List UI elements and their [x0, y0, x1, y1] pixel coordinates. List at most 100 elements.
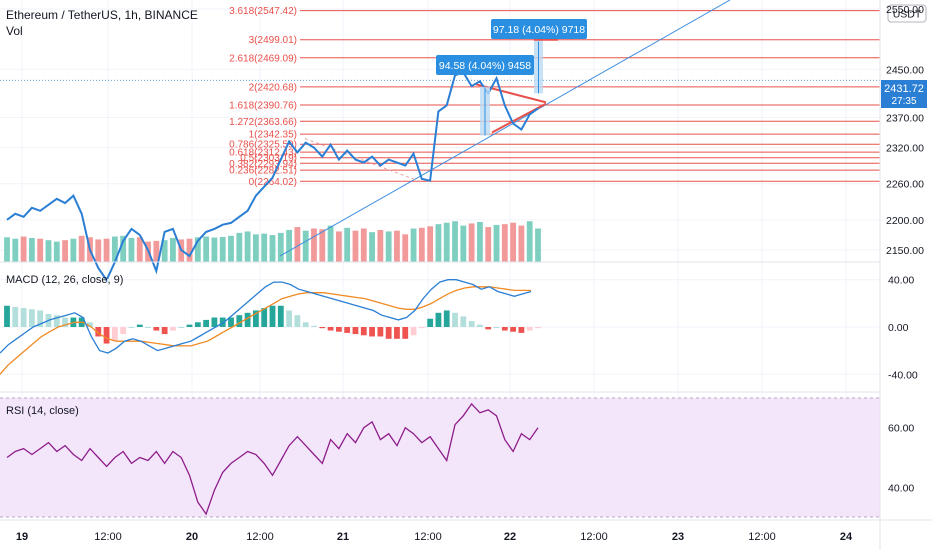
- macd-histogram-bar: [203, 319, 210, 327]
- macd-histogram-bar: [410, 327, 417, 336]
- macd-histogram-bar: [186, 324, 193, 327]
- volume-bar: [236, 232, 243, 262]
- macd-histogram-bar: [244, 312, 251, 327]
- macd-axis-tick: 0.00: [888, 322, 909, 334]
- macd-histogram-bar: [311, 325, 317, 327]
- measure-box-text: 97.18 (4.04%) 9718: [493, 24, 585, 36]
- macd-histogram-bar: [460, 316, 467, 327]
- macd-histogram-bar: [335, 327, 342, 332]
- price-axis-tick: 2320.00: [886, 143, 924, 155]
- macd-histogram-bar: [302, 322, 309, 327]
- volume-bars: [4, 221, 541, 262]
- macd-histogram-bar: [427, 318, 434, 327]
- macd-histogram-bar: [120, 327, 127, 335]
- macd-pane[interactable]: 40.00 0.00 -40.00: [0, 275, 918, 382]
- rsi-axis-tick: 60.00: [888, 423, 914, 435]
- volume-bar: [510, 222, 517, 262]
- volume-bar: [136, 237, 143, 262]
- price-axis-tick: 2260.00: [886, 179, 924, 191]
- volume-bar: [452, 221, 458, 262]
- volume-bar: [12, 238, 19, 262]
- macd-histogram-bar: [170, 327, 176, 331]
- volume-bar: [228, 235, 234, 262]
- volume-bar: [493, 224, 500, 262]
- volume-bar: [344, 227, 351, 262]
- currency-badge[interactable]: [887, 4, 927, 23]
- volume-label: Vol: [6, 24, 23, 38]
- fib-anchor-line[interactable]: [304, 138, 419, 182]
- volume-bar: [327, 225, 334, 262]
- volume-bar: [402, 234, 409, 262]
- fib-level-label: 2(2420.68): [249, 82, 297, 93]
- time-axis-label: 12:00: [94, 531, 122, 543]
- macd-histogram-bar: [12, 306, 19, 327]
- time-axis-label: 24: [840, 531, 853, 543]
- volume-bar: [70, 238, 77, 262]
- price-axis-tick: 2370.00: [886, 112, 924, 124]
- current-price-tag: [881, 80, 927, 108]
- fib-level-label: 0.618(2312.43): [229, 148, 297, 159]
- fib-level-label: 1.618(2390.76): [229, 100, 297, 111]
- volume-bar: [261, 233, 268, 262]
- volume-bar: [294, 227, 301, 262]
- volume-bar: [427, 226, 434, 262]
- fib-level-label: 3(2499.01): [249, 35, 297, 46]
- macd-signal-line[interactable]: [0, 286, 531, 375]
- volume-bar: [377, 229, 384, 262]
- fib-level-label: 0.236(2282.51): [229, 166, 297, 177]
- volume-bar: [128, 237, 135, 262]
- volume-bar: [219, 236, 226, 262]
- macd-histogram-bar: [178, 327, 185, 328]
- current-price-text: 2431.72: [884, 83, 924, 95]
- macd-histogram-bar: [385, 327, 392, 339]
- macd-histogram-bar: [435, 312, 442, 327]
- macd-histogram-bar: [286, 310, 292, 327]
- volume-bar: [28, 237, 35, 262]
- volume-bar: [468, 223, 475, 262]
- trendline-ascending[interactable]: [279, 0, 731, 257]
- volume-bar: [103, 238, 110, 262]
- price-axis-tick: 2150.00: [886, 245, 924, 257]
- fib-level-label: 1.272(2363.66): [229, 117, 297, 128]
- fib-level-label: 0.786(2325.59): [229, 140, 297, 151]
- price-axis-tick: 2200.00: [886, 215, 924, 227]
- fibonacci-levels[interactable]: 3.618(2547.42) 3(2499.01) 2.618(2469.09) 2(…: [229, 6, 880, 188]
- volume-bar: [161, 240, 168, 262]
- macd-histogram-bar: [360, 327, 367, 336]
- measure-box[interactable]: [491, 19, 587, 39]
- macd-histogram-bar: [253, 310, 259, 327]
- volume-bar: [460, 225, 467, 262]
- time-axis-label: 22: [504, 531, 516, 543]
- volume-bar: [369, 232, 375, 262]
- volume-bar: [95, 239, 102, 262]
- volume-bar: [253, 234, 259, 262]
- rsi-line[interactable]: [6, 402, 539, 516]
- macd-axis-tick: -40.00: [888, 369, 918, 381]
- time-axis-label: 12:00: [580, 531, 608, 543]
- macd-histogram-bar: [501, 327, 508, 331]
- measure-tools[interactable]: 97.18 (4.04%) 9718 94.58 (4.04%) 9458: [436, 19, 587, 136]
- macd-histogram-bar: [402, 327, 409, 339]
- macd-histogram-bar: [510, 327, 517, 332]
- volume-bar: [335, 231, 342, 262]
- volume-bar: [153, 240, 160, 262]
- volume-bar: [170, 237, 176, 262]
- macd-histogram-bar: [161, 327, 168, 335]
- macd-line[interactable]: [0, 279, 532, 354]
- volume-bar: [203, 236, 210, 262]
- price-axis[interactable]: 2550.00 2450.00 2370.00 2320.00 2260.00 2200.…: [886, 4, 924, 257]
- macd-histogram-bar: [394, 327, 400, 339]
- measure-box[interactable]: [436, 55, 534, 75]
- currency-badge-text: USDT: [893, 9, 922, 21]
- rsi-pane[interactable]: 60.00 40.00: [0, 397, 914, 518]
- volume-bar: [501, 224, 508, 262]
- volume-bar: [518, 225, 525, 262]
- macd-histogram-bar: [477, 324, 483, 327]
- volume-bar: [485, 227, 492, 262]
- fib-level-label: 0.382(2293.94): [229, 159, 297, 170]
- time-axis-label: 12:00: [414, 531, 442, 543]
- volume-bar: [443, 222, 450, 262]
- macd-histogram-bar: [103, 327, 110, 344]
- time-axis[interactable]: 19 12:00 20 12:00 21 12:00 22 12:00 23 12:00 24: [16, 531, 853, 543]
